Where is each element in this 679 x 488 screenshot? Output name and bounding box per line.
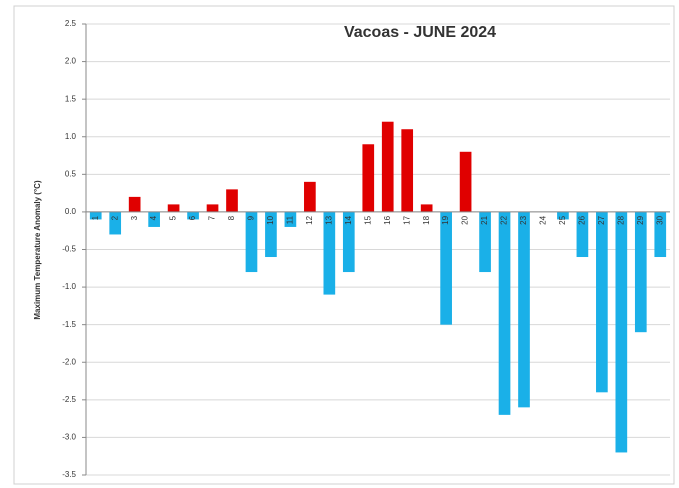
- y-tick-label: -2.5: [62, 395, 76, 404]
- bar: [206, 204, 219, 212]
- x-tick-label: 14: [344, 215, 353, 224]
- x-tick-label: 12: [305, 215, 314, 224]
- bar: [128, 196, 141, 212]
- x-tick-label: 30: [655, 215, 664, 224]
- x-tick-label: 28: [616, 215, 625, 224]
- bar: [634, 211, 647, 333]
- y-tick-label: 0.5: [65, 169, 77, 178]
- bar: [518, 211, 530, 408]
- x-tick-label: 15: [363, 215, 372, 224]
- x-tick-label: 8: [227, 215, 236, 220]
- x-tick-label: 6: [188, 215, 197, 220]
- x-tick-label: 10: [266, 215, 275, 224]
- bar: [342, 211, 355, 273]
- bar: [459, 151, 472, 212]
- x-tick-label: 1: [91, 215, 100, 220]
- bar: [167, 204, 180, 212]
- bar: [284, 211, 297, 227]
- bar: [576, 211, 589, 258]
- x-tick-label: 19: [441, 215, 450, 224]
- y-tick-label: 2.5: [65, 19, 77, 28]
- x-tick-label: 18: [422, 215, 431, 224]
- bar: [148, 211, 160, 227]
- x-tick-label: 3: [130, 215, 139, 220]
- x-tick-label: 25: [558, 215, 567, 224]
- y-tick-label: -3.0: [62, 433, 76, 442]
- y-tick-label: -2.0: [62, 357, 76, 366]
- bar: [323, 211, 336, 295]
- bar: [615, 211, 628, 453]
- bar: [245, 211, 258, 273]
- y-tick-label: 1.5: [65, 94, 77, 103]
- bar: [420, 204, 433, 212]
- bar: [557, 211, 569, 220]
- bar: [596, 211, 608, 393]
- bar: [109, 211, 122, 235]
- bar: [401, 129, 414, 212]
- x-tick-label: 9: [247, 215, 256, 220]
- x-tick-label: 7: [208, 215, 217, 220]
- y-tick-label: -0.5: [62, 245, 76, 254]
- bar: [89, 211, 102, 220]
- bar: [187, 211, 199, 220]
- chart-title: Vacoas - JUNE 2024: [344, 24, 496, 41]
- bar: [362, 144, 375, 212]
- x-tick-label: 16: [383, 215, 392, 224]
- x-tick-label: 29: [636, 215, 645, 224]
- bar: [381, 121, 394, 212]
- x-tick-label: 17: [402, 215, 411, 224]
- x-tick-label: 4: [149, 215, 158, 220]
- x-tick-label: 24: [539, 215, 548, 224]
- bar: [265, 211, 277, 258]
- x-tick-label: 26: [578, 215, 587, 224]
- x-tick-label: 11: [286, 215, 295, 224]
- bar: [226, 189, 238, 212]
- y-tick-label: 1.0: [65, 132, 77, 141]
- bar: [304, 181, 316, 212]
- bar: [440, 211, 452, 325]
- x-tick-label: 22: [500, 215, 509, 224]
- y-tick-label: 2.0: [65, 57, 77, 66]
- x-tick-label: 27: [597, 215, 606, 224]
- x-tick-label: 21: [480, 215, 489, 224]
- x-tick-label: 13: [324, 215, 333, 224]
- bar: [479, 211, 491, 273]
- y-axis-label: Maximum Temperature Anomaly (°C): [33, 180, 42, 320]
- x-tick-label: 23: [519, 215, 528, 224]
- y-tick-label: -1.0: [62, 282, 76, 291]
- y-tick-label: -1.5: [62, 320, 76, 329]
- bar: [654, 211, 667, 258]
- y-tick-label: 0.0: [65, 207, 77, 216]
- bar: [498, 211, 511, 415]
- y-tick-label: -3.5: [62, 470, 76, 479]
- x-tick-label: 5: [169, 215, 178, 220]
- x-tick-label: 2: [110, 215, 119, 220]
- x-tick-label: 20: [461, 215, 470, 224]
